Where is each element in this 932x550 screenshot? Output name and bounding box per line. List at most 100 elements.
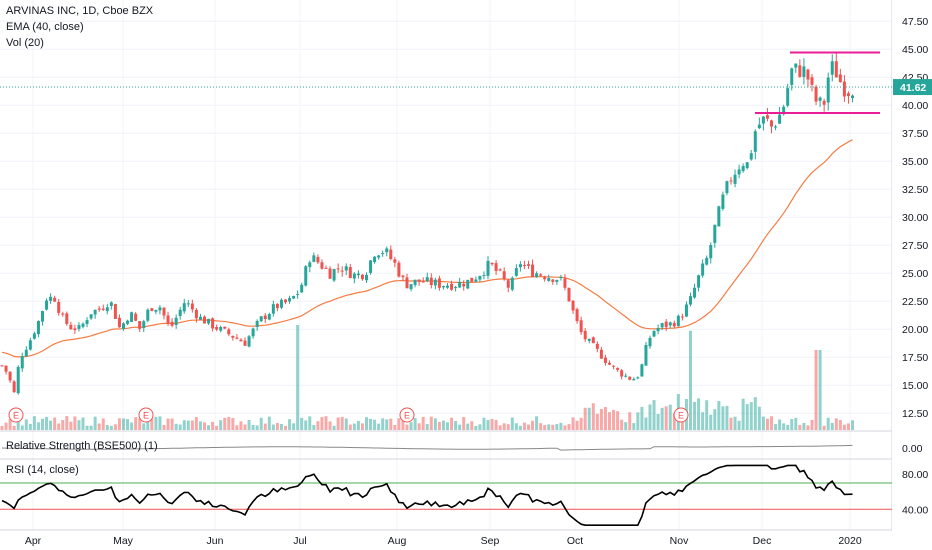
candle-down — [4, 365, 8, 372]
volume-bar — [433, 418, 437, 430]
rsi-legend[interactable]: RSI (14, close) — [6, 464, 79, 476]
candle-up — [41, 311, 44, 322]
candle-up — [45, 300, 49, 310]
ema-legend[interactable]: EMA (40, close) — [6, 21, 84, 33]
price-tick-label: 27.50 — [902, 240, 928, 252]
earnings-marker-label: E — [13, 411, 19, 421]
candle-down — [527, 264, 530, 266]
candle-up — [36, 321, 40, 335]
candle-down — [284, 299, 287, 303]
relative-strength-legend[interactable]: Relative Strength (BSE500) (1) — [6, 440, 158, 452]
candle-down — [680, 316, 684, 318]
volume-bar — [454, 420, 458, 430]
candle-up — [49, 296, 53, 301]
candle-down — [53, 297, 57, 302]
candle-down — [150, 308, 154, 311]
volume-bar — [320, 417, 324, 430]
volume-bar — [365, 417, 368, 430]
volume-bar — [207, 425, 211, 430]
volume-bar — [235, 425, 239, 430]
candle-up — [644, 345, 648, 366]
rsi-tick-label: 40.00 — [902, 504, 928, 516]
candle-up — [219, 326, 223, 331]
candle-down — [421, 281, 425, 283]
volume-bar — [851, 420, 854, 430]
candle-up — [782, 106, 786, 115]
volume-bar — [640, 406, 644, 430]
earnings-marker-label: E — [404, 411, 410, 421]
candle-up — [668, 322, 672, 326]
volume-bar — [142, 423, 146, 430]
volume-bar — [316, 421, 320, 430]
volume-bar — [369, 418, 373, 430]
volume-bar — [247, 420, 251, 430]
candle-down — [834, 61, 838, 78]
candle-down — [494, 263, 498, 272]
volume-bar — [470, 421, 474, 430]
resistance-lines[interactable] — [0, 51, 892, 115]
volume-bar — [579, 417, 583, 430]
candle-up — [377, 255, 381, 258]
candle-up — [105, 307, 109, 312]
candle-down — [429, 277, 433, 286]
candle-down — [61, 313, 65, 315]
candle-down — [405, 277, 409, 289]
volume-bar — [377, 423, 381, 430]
volume-bar — [608, 412, 611, 430]
candle-down — [235, 337, 239, 339]
volume-bar — [336, 417, 340, 430]
candle-up — [676, 315, 680, 327]
candle-down — [263, 315, 267, 320]
volume-bar — [786, 424, 790, 430]
volume-bar — [838, 420, 842, 430]
rsi-tick-label: 80.00 — [902, 469, 928, 481]
candle-down — [498, 269, 502, 271]
candle-up — [279, 299, 283, 308]
volume-bar — [583, 407, 587, 430]
candle-up — [535, 273, 539, 278]
candle-up — [85, 320, 89, 325]
volume-legend[interactable]: Vol (20) — [6, 37, 44, 49]
volume-bar — [16, 417, 20, 430]
volume-bar — [36, 422, 40, 430]
candle-up — [77, 325, 81, 329]
volume-bar — [725, 405, 729, 430]
candle-up — [413, 279, 417, 285]
candle-down — [583, 330, 587, 340]
volume-bar — [834, 418, 838, 430]
volume-bar — [689, 330, 692, 430]
candle-up — [741, 165, 745, 171]
candle-down — [450, 283, 454, 290]
volume-bar — [69, 421, 73, 430]
volume-bar — [126, 419, 130, 430]
volume-bar — [134, 417, 138, 430]
symbol-title[interactable]: ARVINAS INC, 1D, Cboe BZX — [6, 5, 154, 17]
volume-bar — [8, 419, 12, 430]
price-axis[interactable]: 12.50 15.00 17.50 20.00 22.50 25.00 27.50 30.00… — [892, 0, 932, 550]
volume-bar — [49, 420, 53, 430]
volume-bar — [292, 423, 296, 430]
candle-up — [624, 375, 628, 377]
volume-bar — [798, 424, 802, 430]
volume-bar — [717, 401, 721, 430]
candle-up — [733, 174, 737, 184]
volume-bar — [543, 424, 547, 430]
volume-bar — [352, 423, 356, 430]
candle-up — [158, 307, 162, 311]
time-axis[interactable]: Apr May Jun Jul Aug Sep Oct Nov Dec 2020 — [25, 535, 862, 547]
candle-up — [174, 317, 178, 325]
volume-bar — [389, 418, 393, 430]
last-price-label: 41.62 — [900, 82, 926, 94]
volume-bar — [559, 422, 563, 430]
candle-up — [381, 253, 385, 255]
candle-down — [551, 279, 555, 282]
price-tick-label: 17.50 — [902, 352, 928, 364]
volume-bar — [441, 420, 445, 430]
candle-up — [761, 116, 765, 124]
candle-down — [211, 318, 215, 329]
volume-bar — [595, 413, 599, 430]
volume-bar — [223, 417, 227, 430]
volume-bar — [741, 398, 745, 430]
